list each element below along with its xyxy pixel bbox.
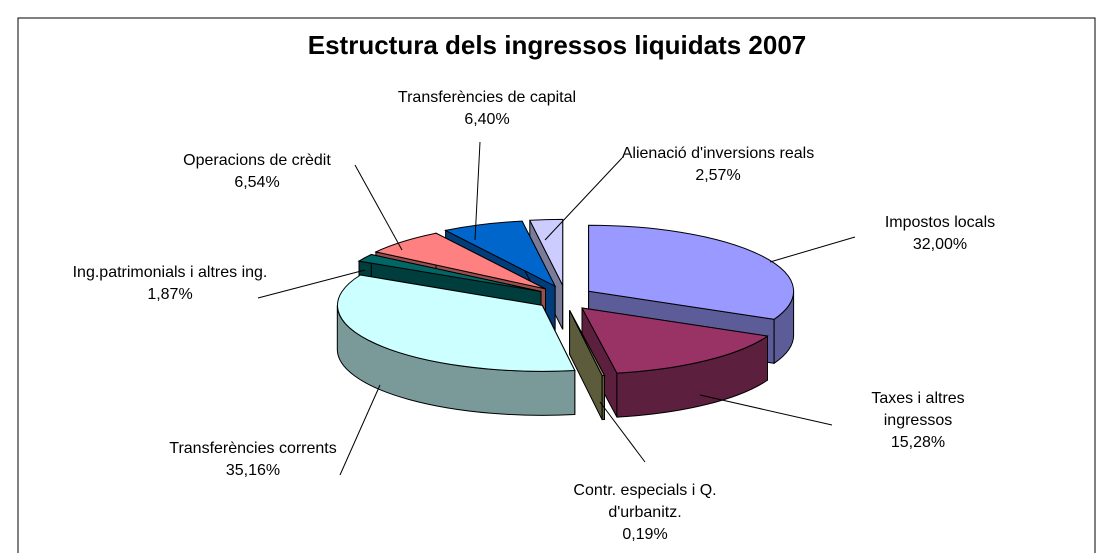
category-label: Transferències de capital (397, 89, 577, 106)
leader-line (339, 384, 381, 476)
pie-slice (581, 307, 769, 418)
category-label: Transferències corrents (169, 440, 337, 457)
leader-line (544, 157, 623, 241)
slice-label: Transferències corrents 35,16% (168, 438, 338, 482)
slice-top (444, 220, 557, 288)
slice-top (357, 253, 542, 292)
value-label: 35,16% (225, 462, 281, 479)
leader-line (599, 401, 646, 463)
category-label: Impostos locals (884, 214, 996, 231)
slice-label: Contr. especials i Q. d'urbanitz. 0,19% (545, 480, 745, 546)
slice-top (588, 224, 795, 320)
value-label: 32,00% (912, 236, 968, 253)
slice-label: Operacions de crèdit 6,54% (137, 150, 377, 194)
leader-line (354, 164, 403, 251)
value-label: 2,57% (695, 167, 741, 184)
slice-top (336, 274, 576, 372)
slice-top (581, 307, 769, 374)
slice-top (569, 310, 606, 377)
frame (17, 17, 1096, 553)
category-label: Ing.patrimonials i altres ing. (72, 264, 268, 281)
slice-label: Transferències de capital 6,40% (392, 87, 582, 131)
category-label: Taxes i altres ingressos (871, 390, 965, 429)
pie-slice (336, 274, 576, 416)
category-label: Alienació d'inversions reals (621, 145, 815, 162)
leader-line (699, 394, 833, 426)
leader-line (769, 236, 856, 263)
chart-title: Estructura dels ingressos liquidats 2007 (307, 30, 807, 60)
category-label: Operacions de crèdit (183, 152, 331, 169)
leader-line (257, 269, 366, 299)
pie-slice (569, 310, 606, 421)
leader-line (474, 141, 481, 241)
value-label: 6,40% (464, 111, 510, 128)
slice-label: Taxes i altres ingressos 15,28% (838, 388, 998, 454)
slice-wall (601, 374, 605, 421)
slice-label: Ing.patrimonials i altres ing. 1,87% (60, 262, 280, 306)
value-label: 6,54% (234, 174, 280, 191)
category-label: Contr. especials i Q. d'urbanitz. (573, 482, 717, 521)
slice-label: Impostos locals 32,00% (840, 212, 1040, 256)
slice-top (374, 232, 546, 290)
slice-top (529, 218, 564, 286)
value-label: 15,28% (890, 434, 946, 451)
value-label: 1,87% (147, 286, 193, 303)
value-label: 0,19% (622, 526, 668, 543)
slice-label: Alienació d'inversions reals 2,57% (608, 143, 828, 187)
